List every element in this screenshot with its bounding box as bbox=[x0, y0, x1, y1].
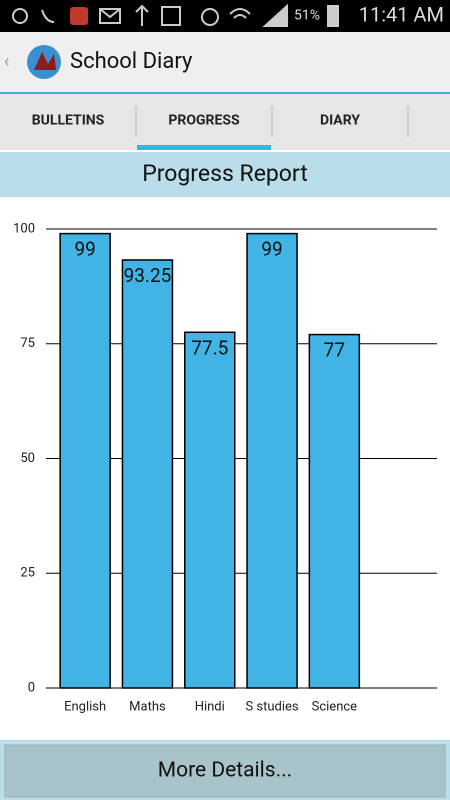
value-label: 77.5 bbox=[191, 336, 228, 359]
x-tick-label: Science bbox=[312, 699, 358, 714]
value-label: 99 bbox=[261, 238, 282, 261]
battery-percent: 51% bbox=[294, 8, 320, 24]
y-tick-label: 50 bbox=[20, 451, 35, 466]
header-band bbox=[0, 152, 450, 197]
bar bbox=[308, 333, 361, 689]
x-tick-label: English bbox=[64, 699, 106, 714]
bar bbox=[59, 232, 111, 689]
app-icon-art bbox=[34, 52, 56, 70]
tab-bar bbox=[0, 92, 450, 150]
y-tick-label: 0 bbox=[28, 680, 35, 695]
clock: 11:41 AM bbox=[359, 2, 444, 26]
more-details-label[interactable]: More Details... bbox=[158, 759, 292, 783]
x-tick-label: S studies bbox=[245, 699, 298, 714]
y-tick-label: 25 bbox=[20, 566, 35, 581]
tab-label[interactable]: BULLETINS bbox=[32, 113, 105, 129]
tab-label[interactable]: PROGRESS bbox=[168, 113, 240, 129]
y-tick-label: 100 bbox=[13, 221, 35, 236]
more-details-button[interactable] bbox=[4, 744, 446, 798]
x-tick-label: Hindi bbox=[195, 699, 225, 714]
status-icons bbox=[12, 3, 339, 27]
bar bbox=[184, 331, 236, 689]
value-label: 77 bbox=[324, 339, 345, 362]
x-tick-label: Maths bbox=[129, 699, 166, 714]
value-label: 99 bbox=[74, 238, 95, 261]
app-bar bbox=[0, 32, 450, 92]
tab-indicator bbox=[137, 145, 271, 150]
bar bbox=[121, 259, 174, 689]
tab-label[interactable]: DIARY bbox=[320, 113, 360, 129]
app-title: School Diary bbox=[70, 49, 193, 74]
value-label: 93.25 bbox=[124, 264, 172, 287]
header-title: Progress Report bbox=[142, 160, 308, 187]
y-tick-label: 75 bbox=[20, 336, 35, 351]
back-arrow[interactable]: ‹ bbox=[4, 51, 9, 72]
bar bbox=[246, 232, 298, 689]
